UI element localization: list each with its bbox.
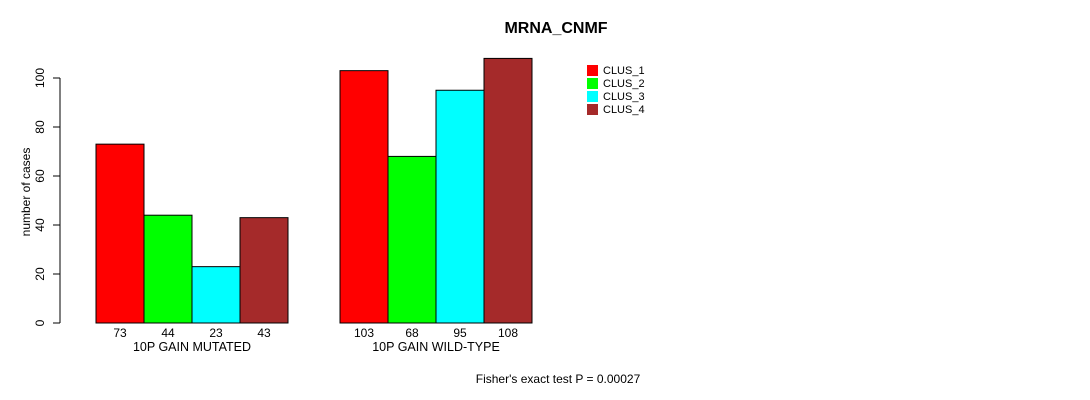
legend-label: CLUS_2 <box>603 77 645 90</box>
legend-item: CLUS_3 <box>587 90 645 103</box>
bar-clus-2 <box>143 214 193 324</box>
legend: CLUS_1 CLUS_2 CLUS_3 CLUS_4 <box>587 64 645 116</box>
bar-value-label: 44 <box>161 326 175 340</box>
bar-clus-1 <box>95 143 145 324</box>
x-axis-group-label: 10P GAIN WILD-TYPE <box>372 340 500 354</box>
legend-item: CLUS_4 <box>587 103 645 116</box>
legend-label: CLUS_1 <box>603 64 645 77</box>
x-axis-group-label: 10P GAIN MUTATED <box>133 340 251 354</box>
y-axis-tick-label: 20 <box>33 267 47 281</box>
legend-swatch <box>587 78 598 89</box>
y-axis-tick-label: 60 <box>33 169 47 183</box>
legend-swatch <box>587 104 598 115</box>
bar-value-label: 103 <box>354 326 374 340</box>
bar-value-label: 43 <box>257 326 271 340</box>
legend-label: CLUS_4 <box>603 103 645 116</box>
y-axis-tick-label: 40 <box>33 218 47 232</box>
legend-item: CLUS_1 <box>587 64 645 77</box>
legend-item: CLUS_2 <box>587 77 645 90</box>
bar-value-label: 73 <box>113 326 127 340</box>
bar-value-label: 95 <box>453 326 467 340</box>
fisher-test-caption: Fisher's exact test P = 0.00027 <box>475 372 641 386</box>
legend-swatch <box>587 65 598 76</box>
y-axis-tick-label: 100 <box>33 68 47 88</box>
chart-title: MRNA_CNMF <box>504 20 608 37</box>
bar-clus-4 <box>483 57 533 324</box>
bar-clus-3 <box>191 266 241 324</box>
bar-clus-3 <box>435 89 485 324</box>
legend-swatch <box>587 91 598 102</box>
bar-value-label: 68 <box>405 326 419 340</box>
bar-value-label: 23 <box>209 326 223 340</box>
bar-clus-4 <box>239 217 289 324</box>
bar-clus-1 <box>339 70 389 324</box>
y-axis-tick-label: 0 <box>33 319 47 326</box>
bar-value-label: 108 <box>498 326 518 340</box>
legend-label: CLUS_3 <box>603 90 645 103</box>
y-axis-tick-label: 80 <box>33 120 47 134</box>
bar-clus-2 <box>387 155 437 324</box>
